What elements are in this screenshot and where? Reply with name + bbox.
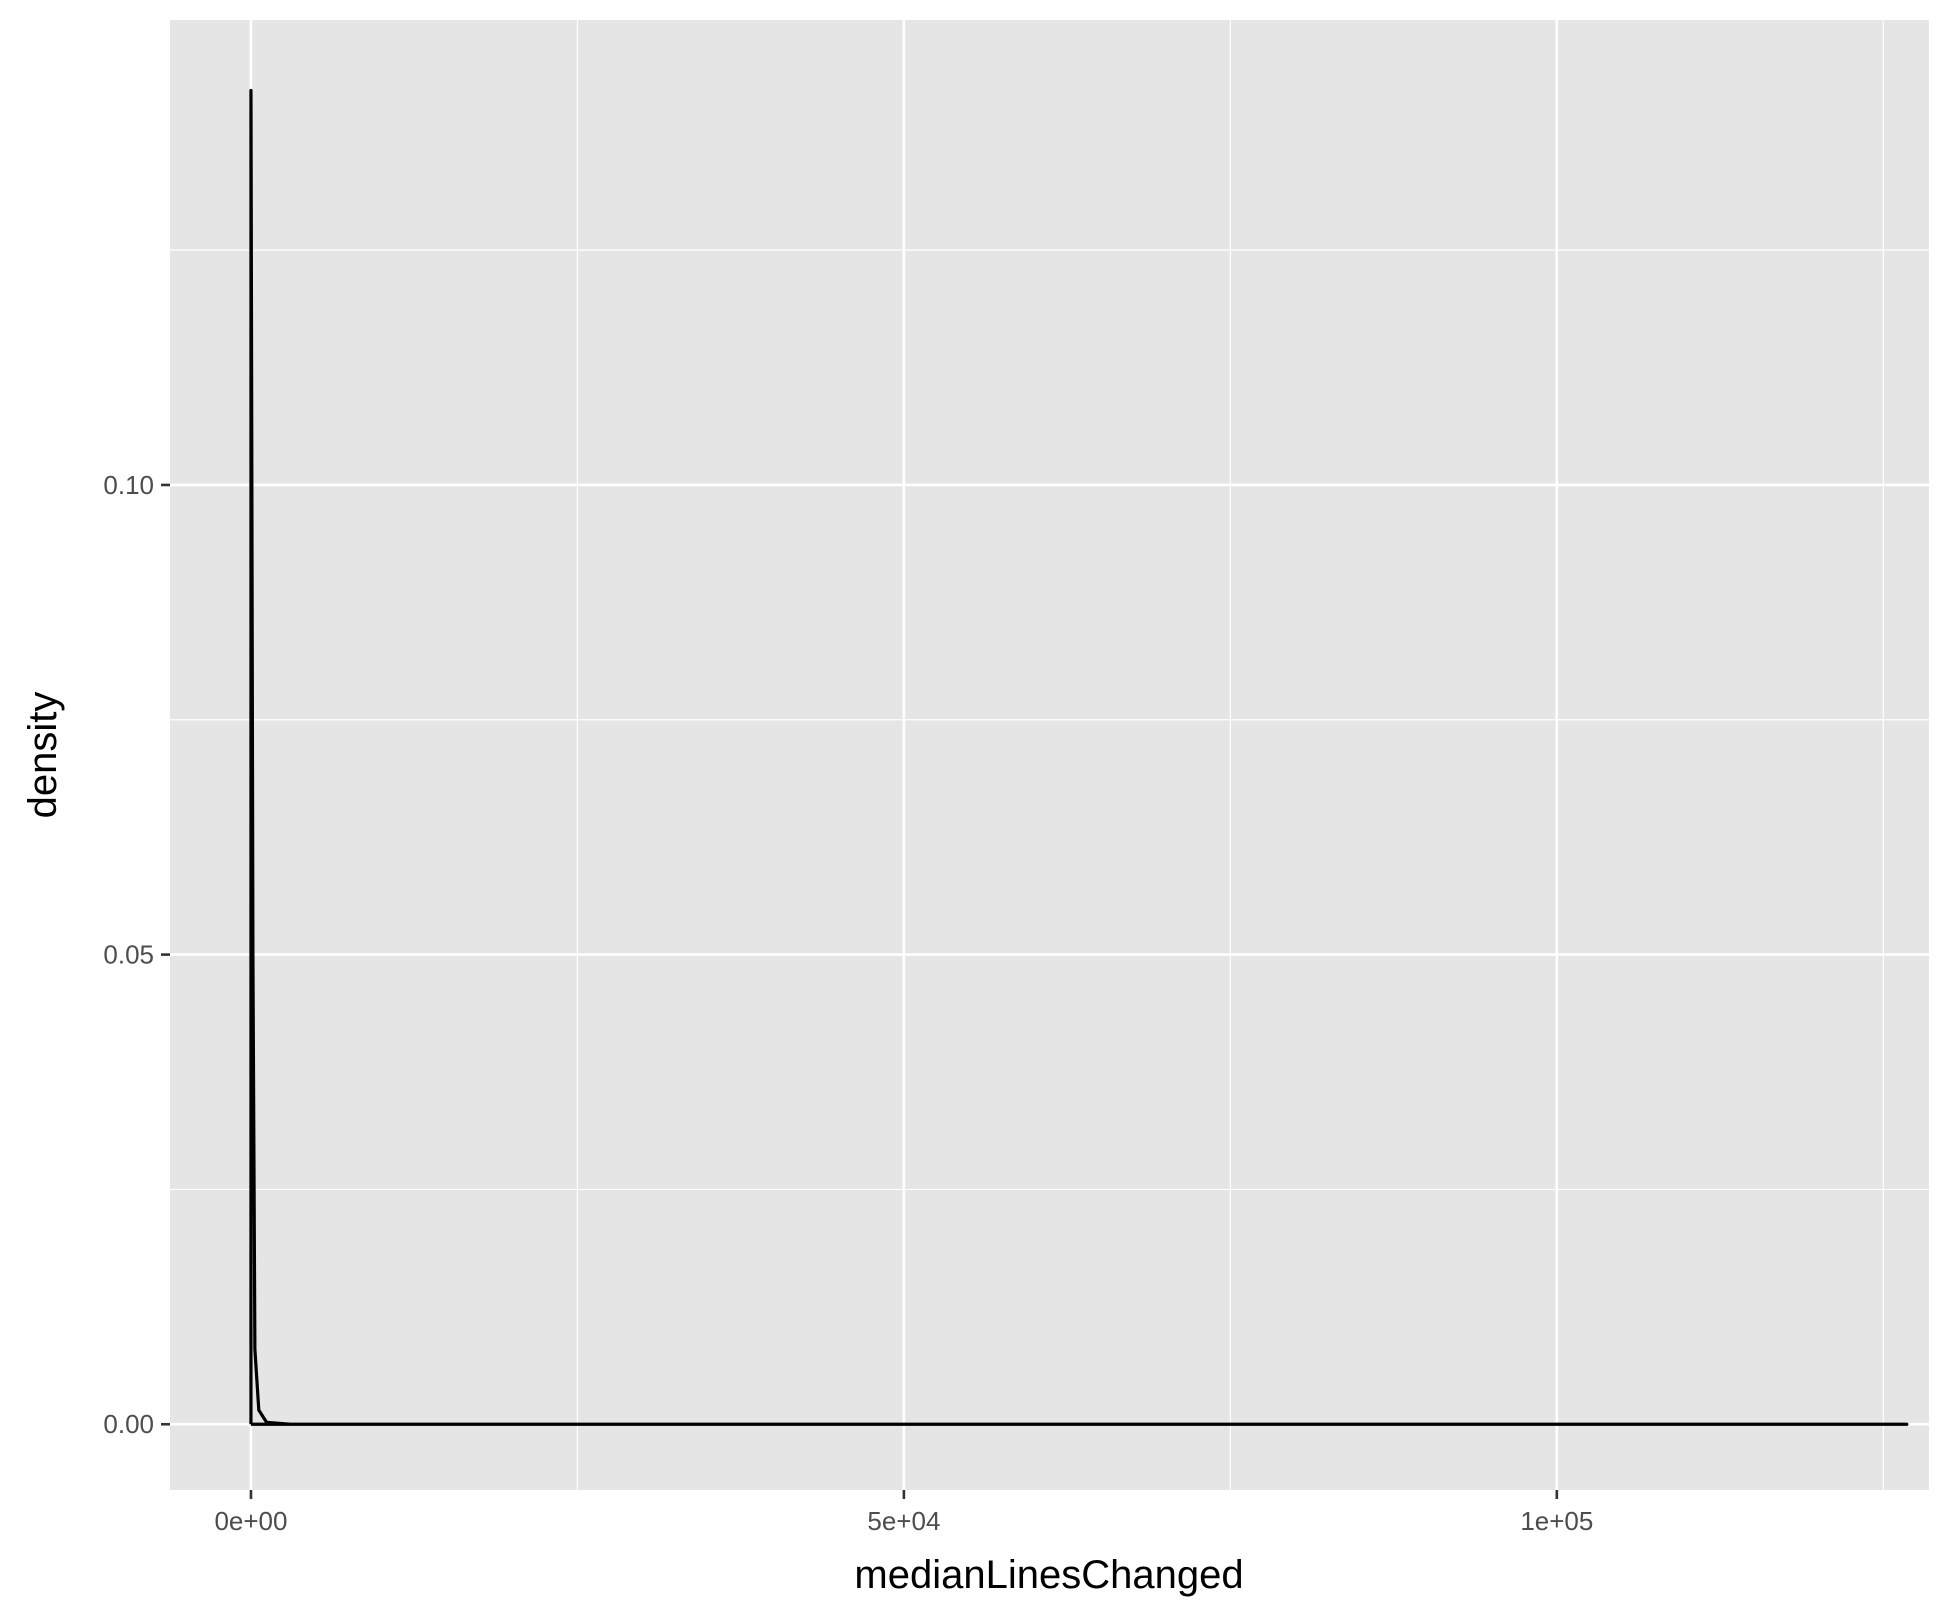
series-layer — [249, 88, 1909, 1426]
x-axis-title: medianLinesChanged — [854, 1553, 1243, 1597]
y-axis-title: density — [21, 692, 65, 819]
y-tick-label: 0.00 — [103, 1409, 154, 1439]
x-tick-label: 1e+05 — [1520, 1506, 1593, 1536]
tick-labels: 0e+00 5e+04 1e+05 0.00 0.05 0.10 — [103, 470, 1593, 1536]
y-tick-label: 0.10 — [103, 470, 154, 500]
x-tick-label: 5e+04 — [867, 1506, 940, 1536]
x-tick-label: 0e+00 — [214, 1506, 287, 1536]
density-line — [249, 88, 1909, 1426]
axis-ticks — [161, 483, 1559, 1499]
plot-panel — [170, 20, 1929, 1490]
minor-gridlines — [170, 20, 1929, 1490]
y-tick-label: 0.05 — [103, 940, 154, 970]
